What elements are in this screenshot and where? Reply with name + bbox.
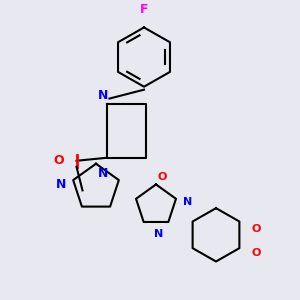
Text: O: O — [252, 248, 261, 258]
Text: O: O — [157, 172, 167, 182]
Text: O: O — [54, 154, 64, 167]
Text: O: O — [252, 224, 261, 234]
Text: N: N — [56, 178, 66, 191]
Text: F: F — [140, 3, 148, 16]
Text: N: N — [98, 167, 109, 180]
Text: N: N — [154, 229, 164, 239]
Text: N: N — [98, 88, 109, 101]
Text: N: N — [183, 197, 192, 207]
